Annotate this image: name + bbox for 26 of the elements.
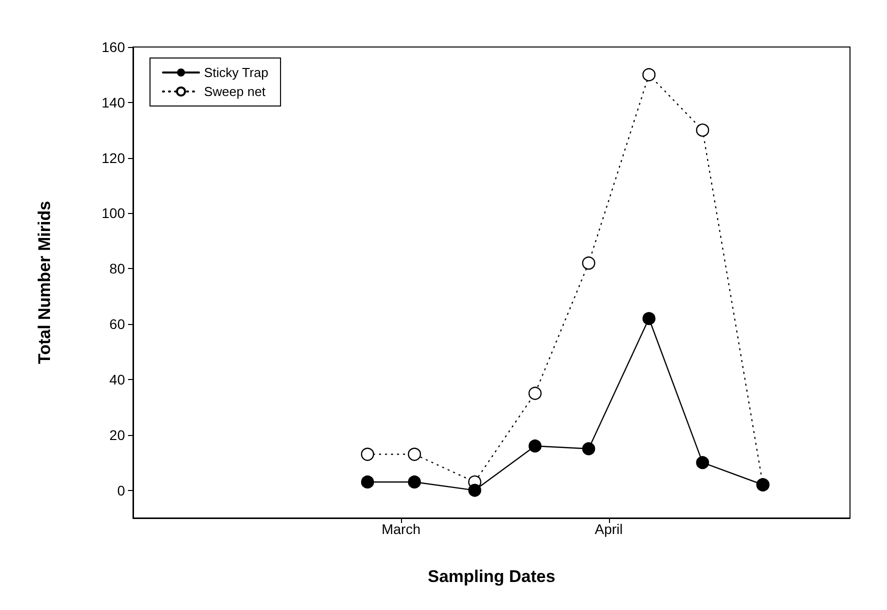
point [696, 124, 710, 137]
y-tick-label: 80 [109, 260, 126, 277]
point [582, 442, 596, 456]
point [696, 456, 710, 470]
y-tick-label: 20 [109, 426, 126, 443]
point [642, 312, 656, 326]
y-tick-label: 140 [102, 94, 126, 110]
y-tick-label: 100 [102, 205, 126, 222]
legend-label: Sweep net [204, 84, 266, 99]
point [528, 386, 542, 400]
x-axis-title: Sampling Dates [428, 567, 556, 586]
point [408, 448, 422, 461]
x-tick-label: March [382, 521, 420, 537]
y-tick-label: 120 [102, 150, 126, 166]
y-tick-label: 0 [117, 482, 126, 498]
point [408, 475, 421, 488]
y-tick-label: 160 [102, 39, 126, 55]
y-tick-label: 60 [109, 316, 126, 332]
point [582, 256, 596, 270]
y-tick-label: 40 [109, 371, 126, 388]
legend-label: Sticky Trap [204, 65, 268, 80]
x-tick-label: April [594, 521, 623, 537]
point [642, 68, 656, 82]
point [468, 484, 482, 497]
point [528, 439, 542, 452]
y-axis-title: Total Number Mirids [35, 200, 54, 364]
